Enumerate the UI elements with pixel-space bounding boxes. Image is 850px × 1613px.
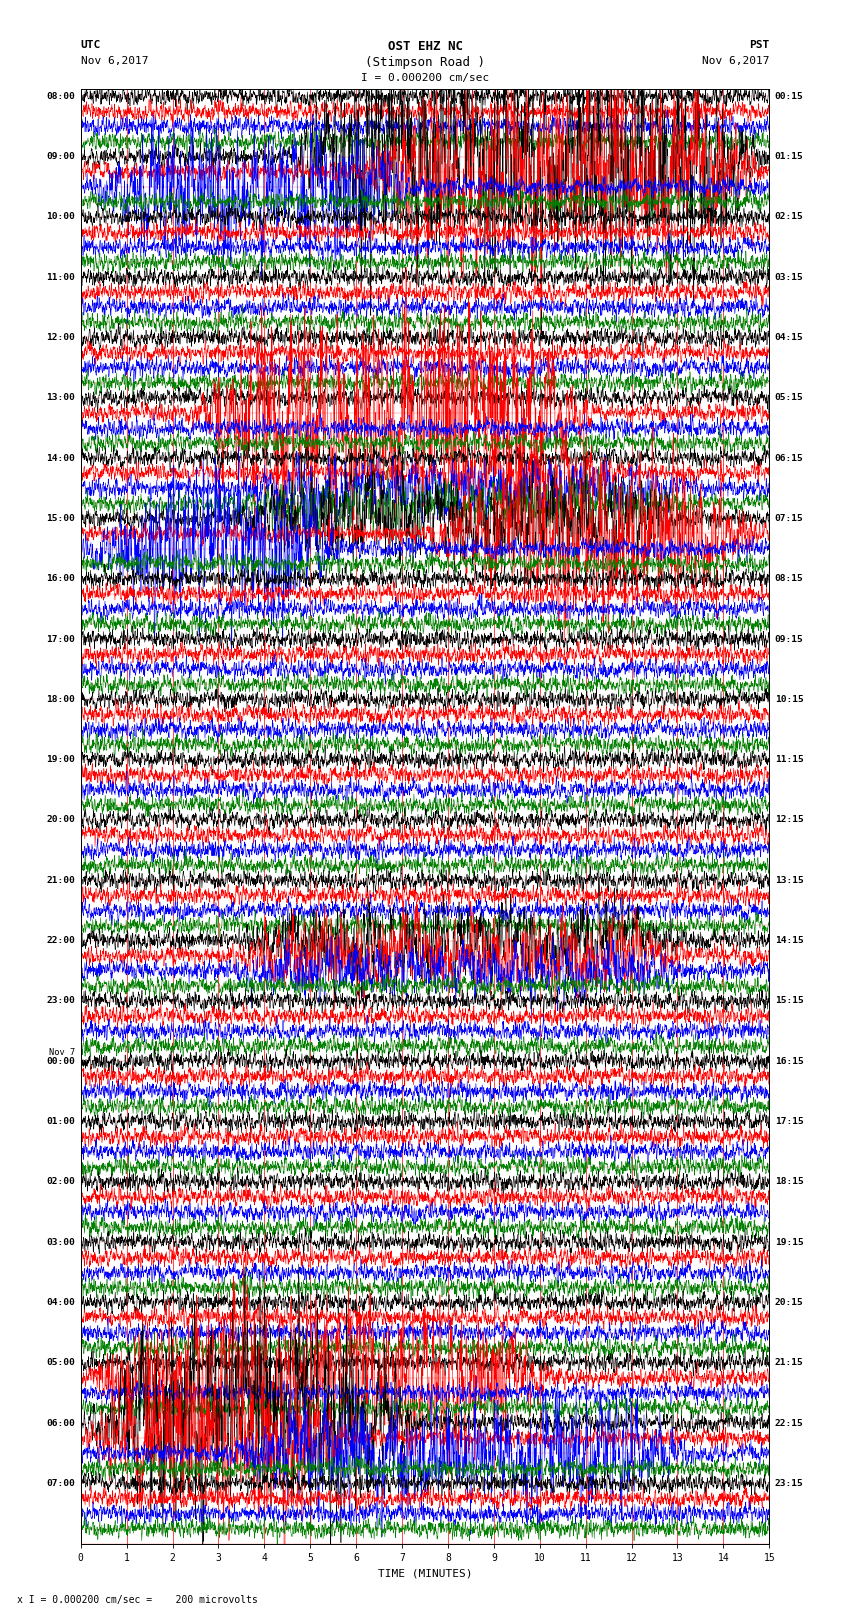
Text: Nov 6,2017: Nov 6,2017 — [81, 56, 148, 66]
Text: 02:15: 02:15 — [775, 213, 803, 221]
Text: 12:15: 12:15 — [775, 816, 803, 824]
Text: 09:15: 09:15 — [775, 634, 803, 644]
Text: 17:00: 17:00 — [47, 634, 75, 644]
Text: Nov 6,2017: Nov 6,2017 — [702, 56, 769, 66]
Text: 22:15: 22:15 — [775, 1418, 803, 1428]
Text: 08:15: 08:15 — [775, 574, 803, 584]
Text: 19:15: 19:15 — [775, 1237, 803, 1247]
Text: 21:15: 21:15 — [775, 1358, 803, 1368]
Text: x I = 0.000200 cm/sec =    200 microvolts: x I = 0.000200 cm/sec = 200 microvolts — [17, 1595, 258, 1605]
Text: 05:00: 05:00 — [47, 1358, 75, 1368]
Text: 00:15: 00:15 — [775, 92, 803, 100]
Text: (Stimpson Road ): (Stimpson Road ) — [365, 56, 485, 69]
Text: 03:15: 03:15 — [775, 273, 803, 282]
Text: 23:00: 23:00 — [47, 997, 75, 1005]
Text: 05:15: 05:15 — [775, 394, 803, 402]
Text: 11:00: 11:00 — [47, 273, 75, 282]
Text: 07:15: 07:15 — [775, 515, 803, 523]
Text: 06:00: 06:00 — [47, 1418, 75, 1428]
Text: 22:00: 22:00 — [47, 936, 75, 945]
Text: 21:00: 21:00 — [47, 876, 75, 886]
Text: 16:15: 16:15 — [775, 1057, 803, 1066]
Text: 02:00: 02:00 — [47, 1177, 75, 1186]
Text: PST: PST — [749, 40, 769, 50]
Text: 15:00: 15:00 — [47, 515, 75, 523]
Text: 18:00: 18:00 — [47, 695, 75, 703]
Text: 06:15: 06:15 — [775, 453, 803, 463]
Text: 20:00: 20:00 — [47, 816, 75, 824]
Text: 14:15: 14:15 — [775, 936, 803, 945]
Text: OST EHZ NC: OST EHZ NC — [388, 40, 462, 53]
Text: 07:00: 07:00 — [47, 1479, 75, 1487]
Text: 11:15: 11:15 — [775, 755, 803, 765]
Text: 09:00: 09:00 — [47, 152, 75, 161]
X-axis label: TIME (MINUTES): TIME (MINUTES) — [377, 1568, 473, 1578]
Text: 23:15: 23:15 — [775, 1479, 803, 1487]
Text: 10:00: 10:00 — [47, 213, 75, 221]
Text: 17:15: 17:15 — [775, 1116, 803, 1126]
Text: 04:15: 04:15 — [775, 332, 803, 342]
Text: 13:15: 13:15 — [775, 876, 803, 886]
Text: 01:15: 01:15 — [775, 152, 803, 161]
Text: 13:00: 13:00 — [47, 394, 75, 402]
Text: 16:00: 16:00 — [47, 574, 75, 584]
Text: 01:00: 01:00 — [47, 1116, 75, 1126]
Text: 14:00: 14:00 — [47, 453, 75, 463]
Text: 18:15: 18:15 — [775, 1177, 803, 1186]
Text: 20:15: 20:15 — [775, 1298, 803, 1307]
Text: 15:15: 15:15 — [775, 997, 803, 1005]
Text: 10:15: 10:15 — [775, 695, 803, 703]
Text: I = 0.000200 cm/sec: I = 0.000200 cm/sec — [361, 73, 489, 82]
Text: Nov 7: Nov 7 — [49, 1048, 75, 1058]
Text: 12:00: 12:00 — [47, 332, 75, 342]
Text: 04:00: 04:00 — [47, 1298, 75, 1307]
Text: UTC: UTC — [81, 40, 101, 50]
Text: 03:00: 03:00 — [47, 1237, 75, 1247]
Text: 08:00: 08:00 — [47, 92, 75, 100]
Text: 00:00: 00:00 — [47, 1057, 75, 1066]
Text: 19:00: 19:00 — [47, 755, 75, 765]
